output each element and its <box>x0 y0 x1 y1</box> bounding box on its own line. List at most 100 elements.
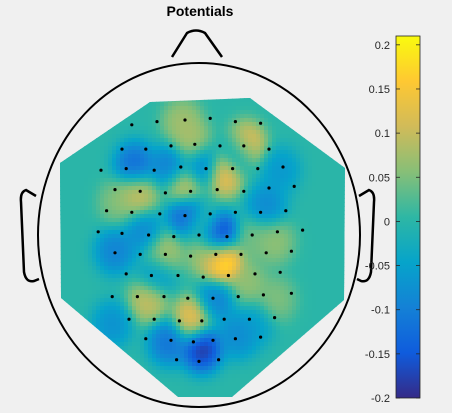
map-cell <box>144 306 149 311</box>
map-cell <box>160 142 165 147</box>
map-cell <box>60 186 65 191</box>
map-cell <box>312 274 317 279</box>
map-cell <box>204 194 209 199</box>
map-cell <box>204 302 209 307</box>
map-cell <box>148 106 153 111</box>
map-cell <box>224 150 229 155</box>
map-cell <box>292 258 297 263</box>
map-cell <box>276 286 281 291</box>
map-cell <box>320 238 325 243</box>
map-cell <box>284 166 289 171</box>
map-cell <box>268 314 273 319</box>
map-cell <box>296 158 301 163</box>
map-cell <box>188 246 193 251</box>
map-cell <box>64 238 69 243</box>
map-cell <box>316 186 321 191</box>
map-cell <box>112 258 117 263</box>
map-cell <box>192 102 197 107</box>
map-cell <box>220 314 225 319</box>
map-cell <box>252 314 257 319</box>
map-cell <box>272 250 277 255</box>
map-cell <box>144 170 149 175</box>
map-cell <box>152 170 157 175</box>
map-cell <box>304 166 309 171</box>
map-cell <box>268 138 273 143</box>
map-cell <box>252 138 257 143</box>
map-cell <box>336 302 341 307</box>
map-cell <box>124 174 129 179</box>
map-cell <box>112 298 117 303</box>
map-cell <box>284 290 289 295</box>
map-cell <box>228 154 233 159</box>
map-cell <box>256 270 261 275</box>
map-cell <box>232 166 237 171</box>
map-cell <box>84 198 89 203</box>
map-cell <box>240 310 245 315</box>
map-cell <box>64 282 69 287</box>
map-cell <box>112 294 117 299</box>
map-cell <box>208 318 213 323</box>
map-cell <box>288 286 293 291</box>
map-cell <box>244 278 249 283</box>
map-cell <box>156 342 161 347</box>
map-cell <box>88 154 93 159</box>
map-cell <box>240 138 245 143</box>
map-cell <box>84 182 89 187</box>
map-cell <box>184 198 189 203</box>
map-cell <box>60 190 65 195</box>
map-cell <box>252 270 257 275</box>
map-cell <box>220 106 225 111</box>
map-cell <box>80 222 85 227</box>
map-cell <box>216 318 221 323</box>
map-cell <box>268 194 273 199</box>
map-cell <box>220 174 225 179</box>
map-cell <box>304 198 309 203</box>
map-cell <box>280 238 285 243</box>
map-cell <box>200 330 205 335</box>
map-cell <box>160 134 165 139</box>
map-cell <box>308 258 313 263</box>
map-cell <box>180 294 185 299</box>
map-cell <box>64 214 69 219</box>
map-cell <box>300 146 305 151</box>
map-cell <box>308 262 313 267</box>
map-cell <box>284 342 289 347</box>
map-cell <box>84 250 89 255</box>
map-cell <box>172 266 177 271</box>
map-cell <box>232 114 237 119</box>
map-cell <box>60 214 65 219</box>
map-cell <box>240 114 245 119</box>
map-cell <box>308 194 313 199</box>
map-cell <box>196 98 201 103</box>
map-cell <box>292 134 297 139</box>
map-cell <box>80 234 85 239</box>
map-cell <box>244 202 249 207</box>
map-cell <box>76 274 81 279</box>
map-cell <box>148 278 153 283</box>
map-cell <box>280 122 285 127</box>
map-cell <box>76 234 81 239</box>
map-cell <box>164 166 169 171</box>
map-cell <box>176 258 181 263</box>
map-cell <box>84 186 89 191</box>
map-cell <box>276 154 281 159</box>
map-cell <box>172 134 177 139</box>
map-cell <box>136 278 141 283</box>
map-cell <box>312 290 317 295</box>
map-cell <box>148 182 153 187</box>
map-cell <box>68 266 73 271</box>
map-cell <box>212 330 217 335</box>
map-cell <box>240 146 245 151</box>
map-cell <box>116 218 121 223</box>
map-cell <box>240 330 245 335</box>
map-cell <box>176 338 181 343</box>
map-cell <box>196 202 201 207</box>
map-cell <box>168 238 173 243</box>
map-cell <box>224 242 229 247</box>
map-cell <box>96 162 101 167</box>
map-cell <box>84 238 89 243</box>
map-cell <box>248 122 253 127</box>
map-cell <box>68 194 73 199</box>
map-cell <box>204 174 209 179</box>
map-cell <box>124 278 129 283</box>
